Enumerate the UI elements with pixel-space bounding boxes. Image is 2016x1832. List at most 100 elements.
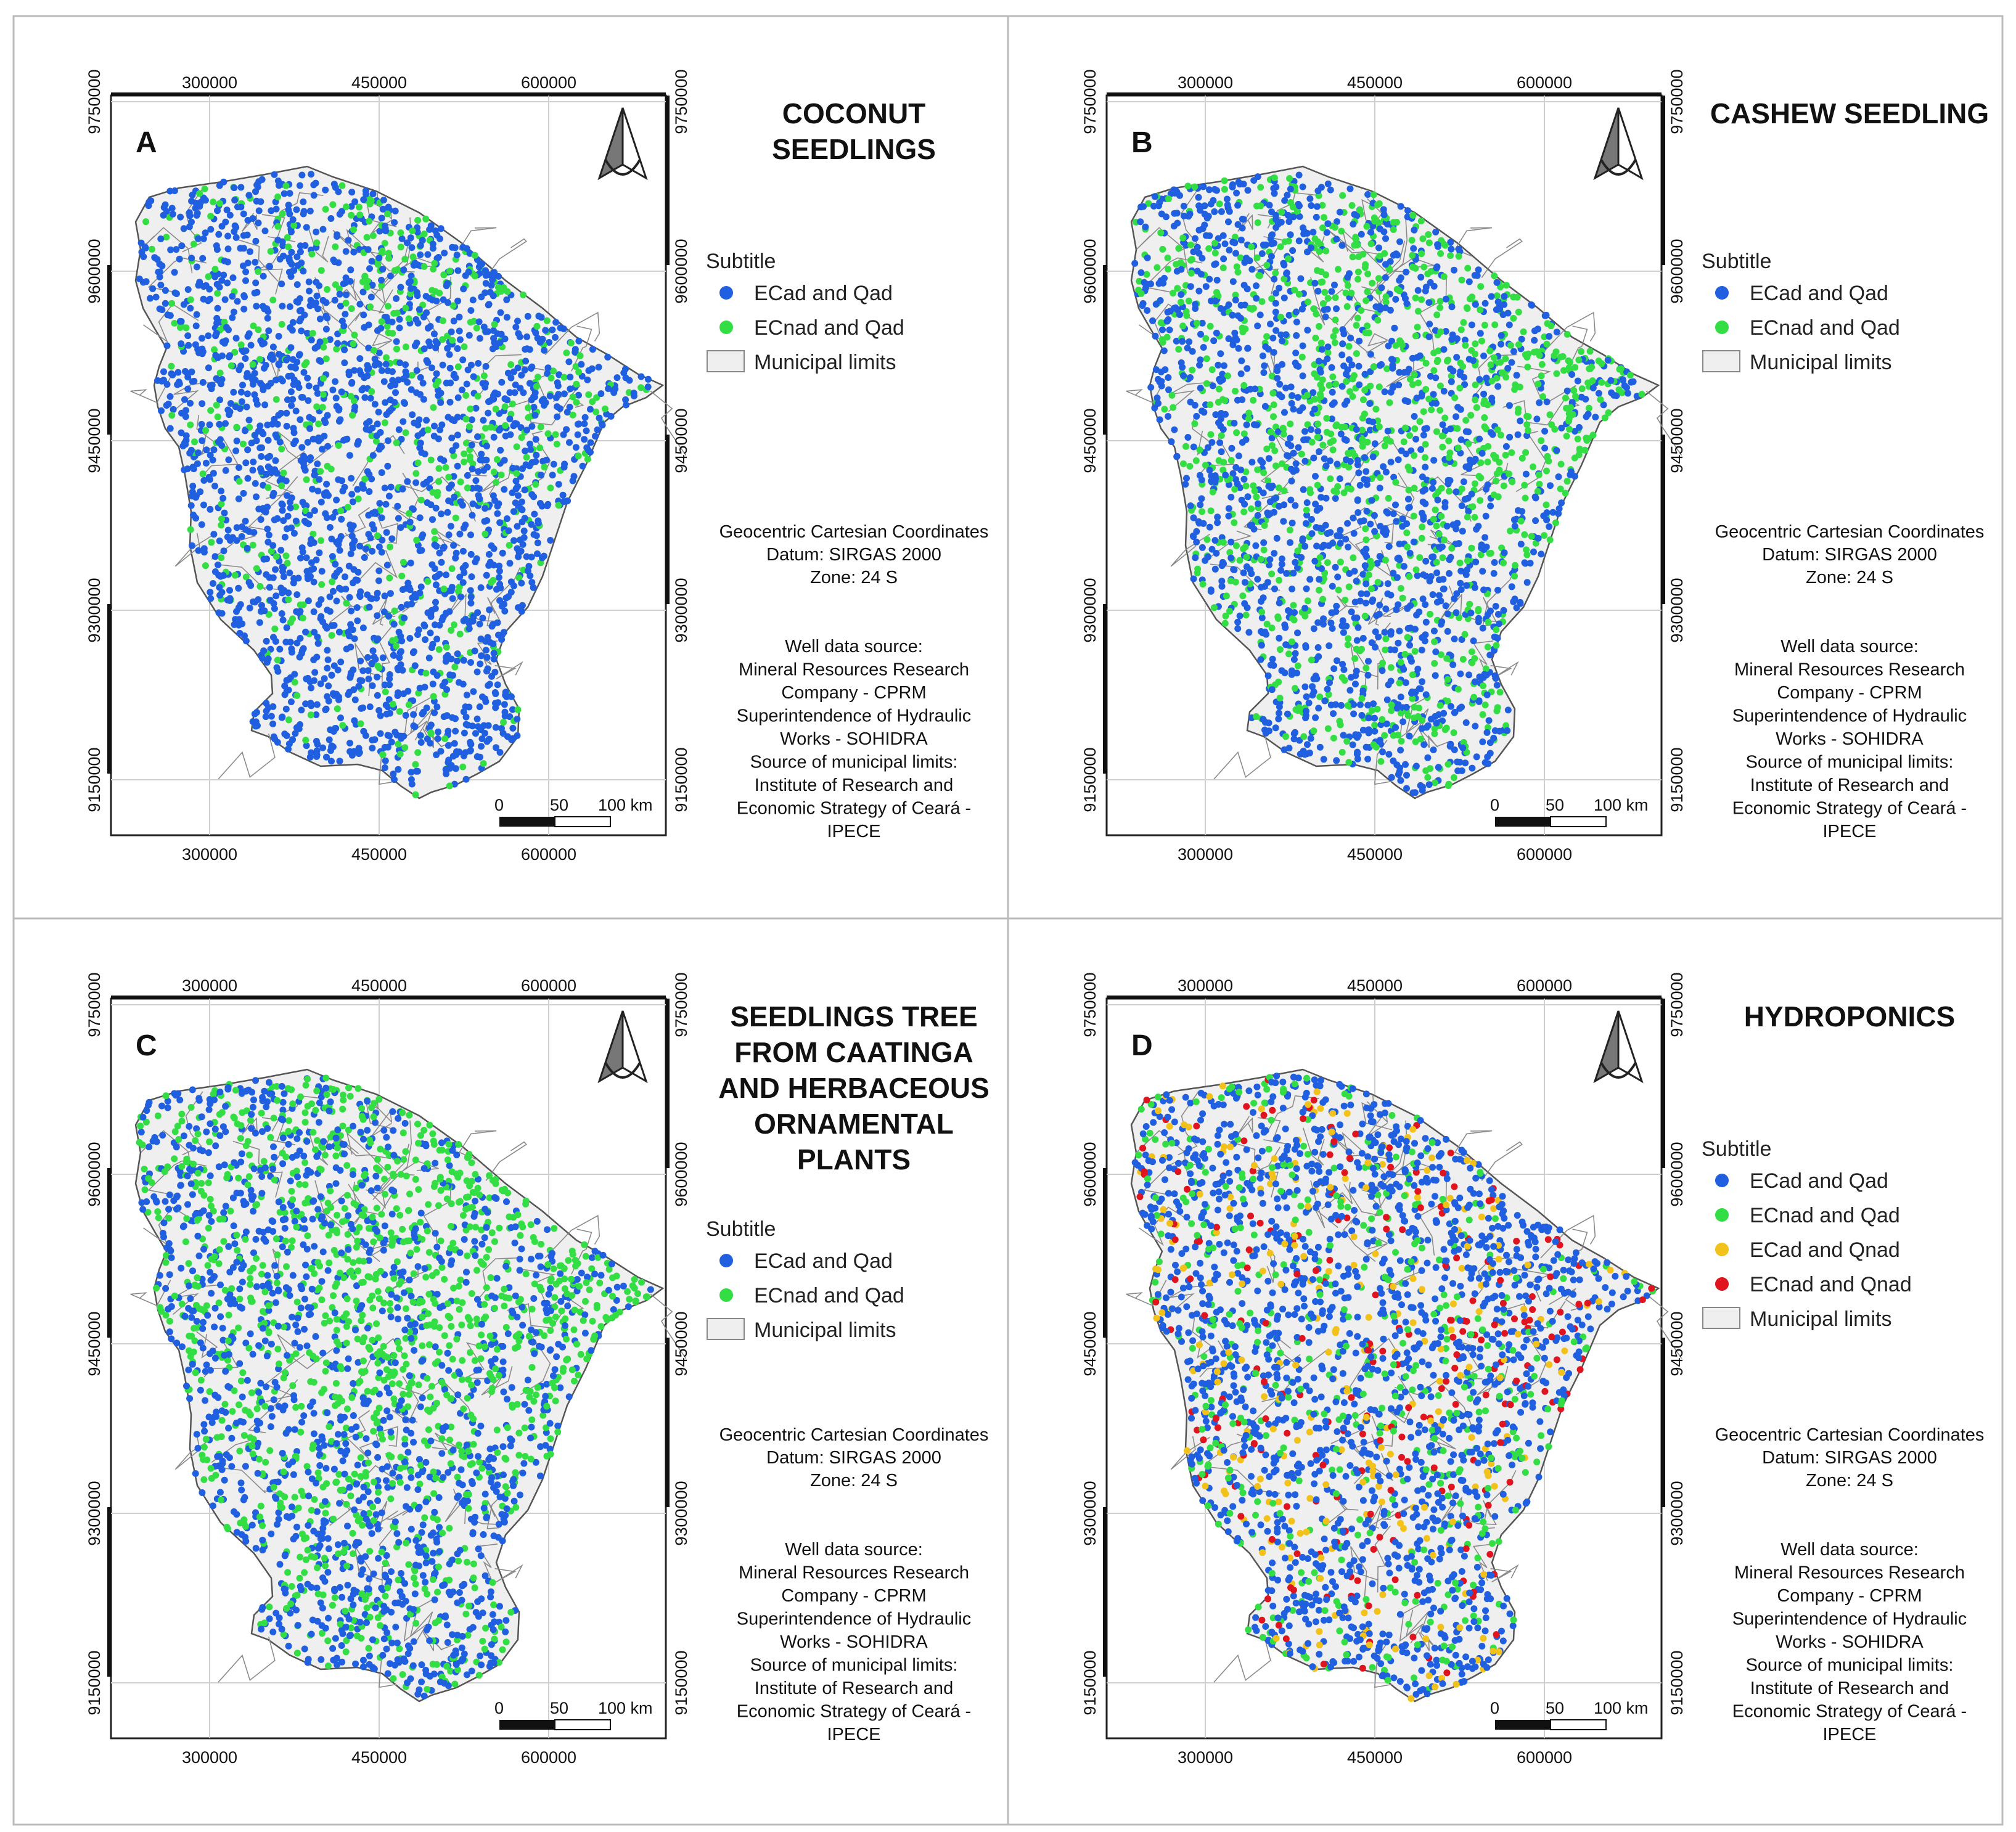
well-point [490, 577, 497, 584]
well-point [189, 542, 195, 549]
well-point [459, 763, 467, 771]
municipal-boundary [372, 257, 439, 297]
well-point [476, 703, 483, 711]
well-point [211, 273, 219, 280]
well-point [398, 572, 406, 579]
well-point [1382, 436, 1390, 443]
well-point [549, 472, 556, 479]
well-point [601, 405, 608, 412]
well-point [469, 296, 477, 304]
well-point [288, 248, 295, 256]
well-point [1168, 391, 1176, 399]
well-point [437, 225, 445, 232]
well-point [408, 600, 416, 608]
well-point [1381, 388, 1388, 396]
well-point [429, 681, 436, 688]
well-point [1185, 297, 1192, 305]
well-point [269, 420, 276, 428]
well-point [489, 276, 496, 284]
well-point [1344, 641, 1351, 648]
well-point [192, 515, 200, 522]
well-point [218, 515, 225, 523]
well-point [478, 652, 485, 660]
well-point [1267, 321, 1274, 328]
well-point [188, 255, 195, 262]
well-point [626, 377, 633, 384]
well-point [1162, 366, 1169, 374]
well-point [1448, 245, 1455, 253]
well-point [490, 650, 498, 657]
well-point [1213, 277, 1221, 284]
well-point [522, 461, 530, 468]
well-point [479, 380, 486, 387]
well-point [1515, 341, 1522, 348]
well-point [331, 296, 338, 304]
well-point [486, 606, 493, 613]
well-point [361, 394, 369, 401]
well-point [1465, 356, 1473, 363]
well-point [313, 711, 320, 718]
well-point [176, 255, 183, 263]
well-point [184, 385, 192, 393]
well-point [1212, 297, 1219, 305]
well-point [468, 573, 475, 581]
well-point [182, 407, 189, 414]
well-point [317, 435, 324, 443]
well-point [1389, 364, 1396, 372]
well-point [444, 280, 451, 287]
well-point [1257, 555, 1264, 563]
well-point [1264, 477, 1272, 485]
well-point [1430, 457, 1438, 464]
well-point [429, 489, 436, 496]
well-point [1426, 321, 1433, 328]
well-point [547, 485, 554, 492]
well-point [258, 602, 265, 609]
well-point [1315, 705, 1322, 712]
well-point [1324, 349, 1332, 356]
well-point [326, 593, 334, 600]
well-point [1403, 529, 1411, 536]
well-point [1365, 658, 1372, 665]
y-tick-label-right: 9600000 [672, 239, 690, 303]
well-point [1303, 391, 1311, 399]
well-point [1336, 208, 1343, 216]
well-point [274, 656, 281, 664]
well-point [1339, 192, 1346, 199]
well-point [453, 549, 460, 557]
well-point [189, 464, 197, 471]
well-point [1211, 604, 1218, 611]
well-point [218, 488, 225, 495]
well-point [322, 186, 329, 194]
well-point [255, 207, 263, 215]
well-point [1315, 323, 1322, 330]
well-point [416, 306, 423, 313]
well-point [1207, 507, 1215, 515]
well-point [1427, 372, 1434, 380]
well-point [592, 408, 600, 415]
well-point [213, 246, 221, 253]
well-point [354, 486, 361, 493]
well-point [1308, 438, 1316, 446]
well-point [291, 679, 298, 686]
well-point [339, 722, 346, 729]
well-point [431, 565, 438, 572]
well-point [394, 502, 401, 510]
well-point [500, 719, 507, 726]
well-point [472, 404, 480, 412]
well-point [514, 483, 522, 490]
municipal-boundary [1213, 733, 1271, 780]
well-point [368, 595, 375, 602]
well-point [1501, 293, 1508, 300]
well-point [462, 440, 470, 447]
well-point [244, 260, 252, 267]
well-point [329, 553, 336, 560]
well-point [1441, 242, 1449, 249]
well-point [1387, 459, 1395, 466]
well-point [433, 751, 440, 758]
well-point [306, 425, 313, 432]
well-point [276, 255, 284, 263]
well-point [1372, 406, 1380, 413]
well-point [1240, 508, 1248, 515]
well-point [470, 373, 477, 380]
well-point [604, 353, 612, 361]
